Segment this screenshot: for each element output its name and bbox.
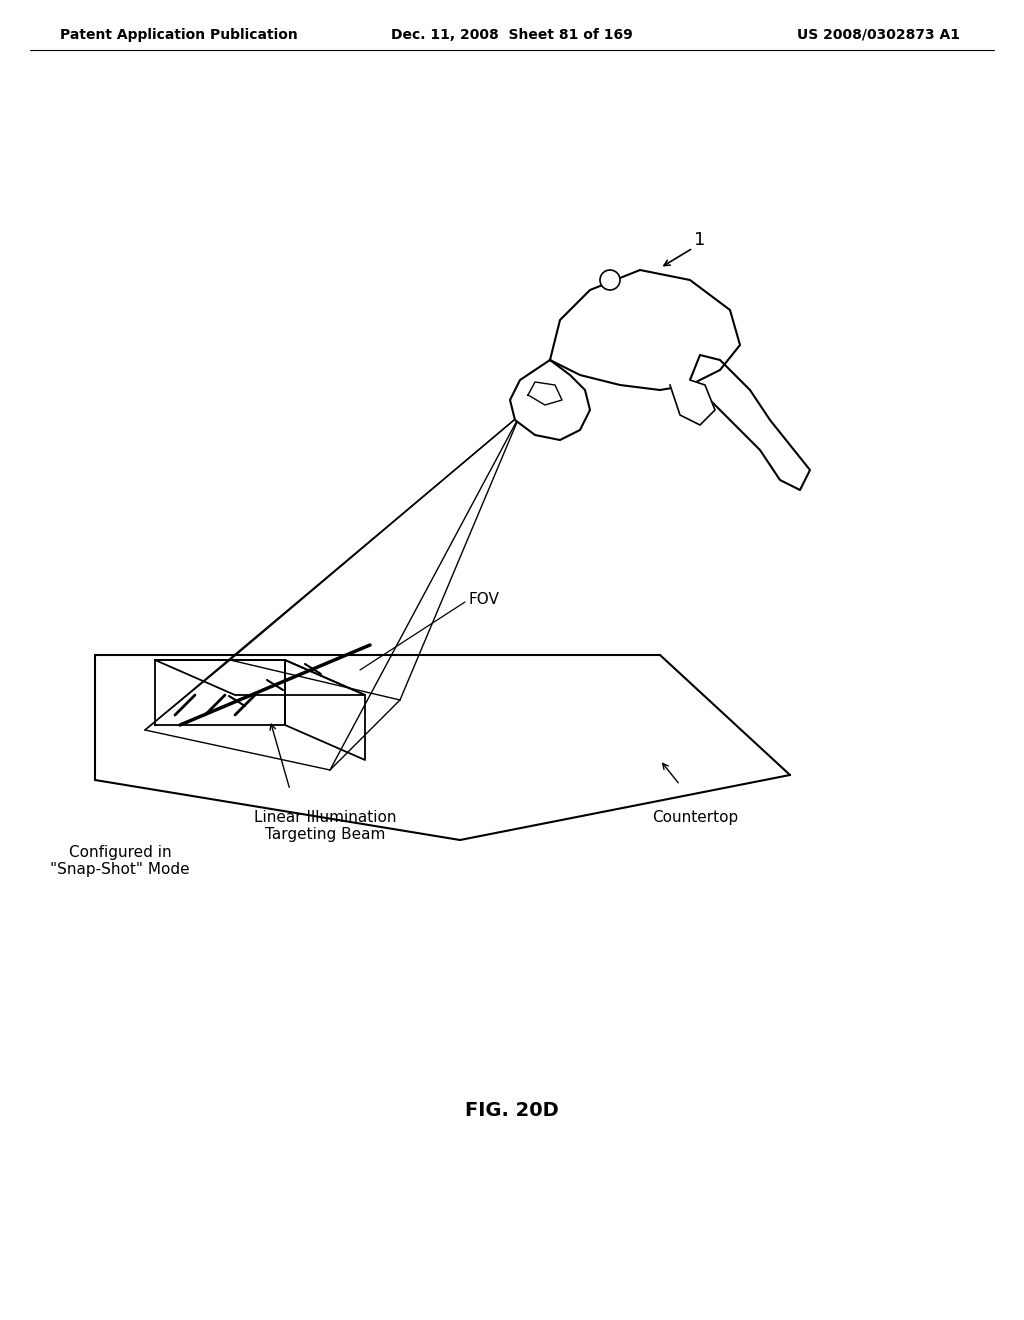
Text: FOV: FOV xyxy=(468,593,499,607)
Circle shape xyxy=(600,271,620,290)
Text: 1: 1 xyxy=(694,231,706,249)
Text: Countertop: Countertop xyxy=(652,810,738,825)
Text: Patent Application Publication: Patent Application Publication xyxy=(60,28,298,42)
Polygon shape xyxy=(690,355,810,490)
Polygon shape xyxy=(510,360,590,440)
Polygon shape xyxy=(550,271,740,389)
Polygon shape xyxy=(670,380,715,425)
Text: US 2008/0302873 A1: US 2008/0302873 A1 xyxy=(797,28,961,42)
Text: Linear Illumination
Targeting Beam: Linear Illumination Targeting Beam xyxy=(254,810,396,842)
Text: FIG. 20D: FIG. 20D xyxy=(465,1101,559,1119)
Text: Dec. 11, 2008  Sheet 81 of 169: Dec. 11, 2008 Sheet 81 of 169 xyxy=(391,28,633,42)
Text: Configured in
"Snap-Shot" Mode: Configured in "Snap-Shot" Mode xyxy=(50,845,189,878)
